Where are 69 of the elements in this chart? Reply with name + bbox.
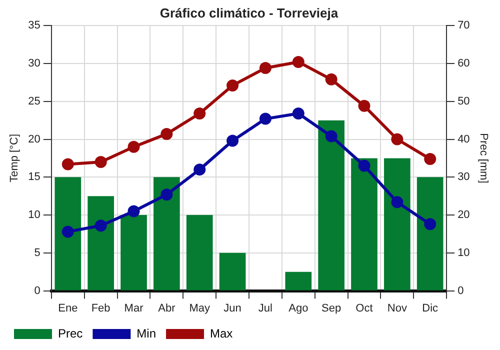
bar	[285, 272, 312, 290]
legend-label: Max	[210, 326, 233, 340]
y2-tick-label: 60	[458, 58, 470, 70]
y2-tick-label: 20	[458, 209, 470, 222]
y2-tick-label: 70	[458, 20, 470, 32]
bar	[186, 215, 213, 290]
x-tick-label: Nov	[387, 302, 408, 314]
y-tick-label: 15	[28, 171, 40, 184]
point	[358, 160, 370, 172]
bar	[384, 158, 410, 290]
bar	[416, 177, 444, 290]
x-tick-label: Oct	[356, 302, 373, 314]
x-tick-label: Jun	[224, 302, 242, 314]
bar	[154, 177, 180, 290]
x-tick-label: Jul	[258, 302, 272, 314]
point	[94, 220, 107, 232]
x-tick-label: Abr	[158, 302, 176, 314]
x-tick-label: May	[189, 302, 210, 314]
point	[128, 205, 140, 218]
point	[226, 79, 239, 92]
point	[226, 134, 239, 147]
point	[325, 73, 338, 86]
y2-axis-title: Prec [mm]	[477, 133, 490, 184]
y-tick-label: 0	[34, 284, 40, 297]
legend-label: Min	[136, 326, 156, 340]
x-tick-label: Mar	[124, 302, 144, 314]
x-tick-label: Ene	[58, 302, 78, 314]
bar	[318, 120, 344, 290]
point	[259, 112, 272, 125]
point	[391, 196, 404, 208]
point	[128, 140, 140, 153]
point	[391, 133, 404, 146]
x-tick-label: Sep	[322, 302, 342, 314]
point	[259, 62, 272, 74]
y-tick-label: 35	[28, 20, 40, 32]
point	[160, 128, 173, 140]
x-tick-label: Feb	[91, 302, 110, 314]
point	[424, 152, 436, 165]
y2-tick-label: 30	[458, 171, 470, 184]
bar	[120, 215, 147, 290]
bar	[54, 177, 82, 290]
point	[325, 130, 338, 142]
point	[62, 226, 74, 238]
point	[358, 100, 370, 112]
point	[424, 218, 436, 230]
y-tick-label: 30	[28, 58, 40, 70]
point	[62, 158, 74, 170]
point	[194, 107, 206, 120]
point	[160, 188, 173, 201]
chart-title: Gráfico climático - Torrevieja	[160, 5, 339, 20]
bar	[351, 158, 378, 290]
bar	[88, 196, 114, 290]
y-tick-label: 20	[28, 133, 40, 146]
y2-tick-label: 50	[458, 95, 470, 108]
y-tick-label: 10	[28, 209, 40, 222]
point	[292, 107, 304, 120]
point	[194, 164, 206, 176]
bar	[219, 252, 246, 290]
y2-tick-label: 40	[458, 133, 470, 146]
y2-tick-label: 0	[458, 284, 464, 297]
y-tick-label: 5	[34, 246, 40, 259]
legend-label: Prec	[58, 326, 83, 340]
y-axis-title: Temp [°C]	[8, 134, 21, 182]
x-tick-label: Dic	[422, 302, 439, 314]
point	[94, 156, 107, 168]
point	[292, 56, 304, 68]
y-tick-label: 25	[28, 95, 40, 108]
y2-tick-label: 10	[458, 246, 470, 259]
x-tick-label: Ago	[288, 302, 308, 314]
